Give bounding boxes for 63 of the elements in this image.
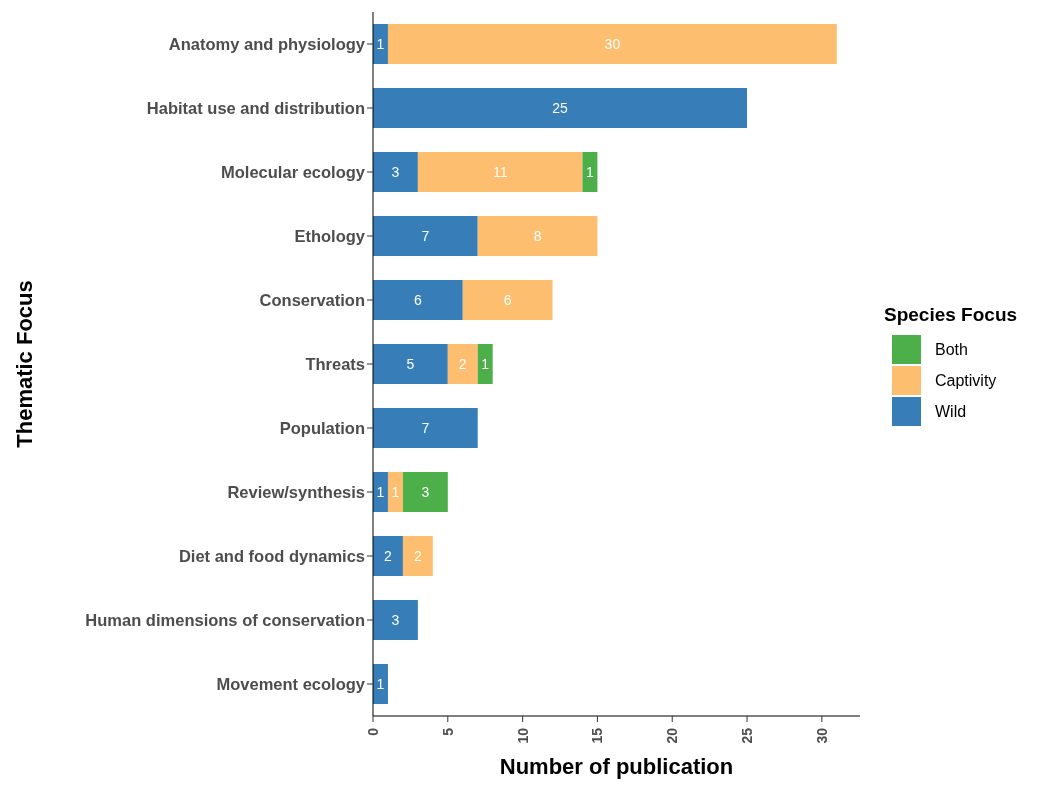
data-label: 1 xyxy=(376,35,385,52)
data-label: 3 xyxy=(391,611,400,628)
bar xyxy=(447,344,478,384)
y-tick-label: Diet and food dynamics xyxy=(178,546,365,565)
y-tick-label: Habitat use and distribution xyxy=(146,98,365,117)
data-label: 30 xyxy=(604,35,621,52)
x-axis-title: Number of publication xyxy=(499,754,734,779)
bar xyxy=(402,536,433,576)
y-axis-title: Thematic Focus xyxy=(11,280,37,448)
data-label: 2 xyxy=(384,547,393,564)
legend-label: Wild xyxy=(935,402,967,421)
bar xyxy=(582,152,598,192)
bar xyxy=(373,600,418,640)
data-label: 5 xyxy=(406,355,415,372)
data-label: 6 xyxy=(503,291,512,308)
y-tick-label: Review/synthesis xyxy=(227,482,365,501)
data-label: 6 xyxy=(413,291,422,308)
data-label: 7 xyxy=(421,227,430,244)
x-tick-label: 30 xyxy=(813,727,830,744)
data-label: 1 xyxy=(586,163,595,180)
x-tick-label: 0 xyxy=(365,727,381,736)
x-tick-label: 10 xyxy=(514,727,531,744)
legend-label: Both xyxy=(935,340,968,359)
bar xyxy=(387,472,403,512)
bar xyxy=(373,88,748,128)
legend-label: Captivity xyxy=(935,371,997,390)
y-tick-label: Ethology xyxy=(294,226,366,245)
data-label: 2 xyxy=(458,355,467,372)
legend-title: Species Focus xyxy=(884,304,1018,326)
bar xyxy=(373,280,463,320)
data-label: 7 xyxy=(421,419,430,436)
bar xyxy=(387,24,837,64)
bar xyxy=(417,152,583,192)
bar xyxy=(373,216,478,256)
y-tick-label: Molecular ecology xyxy=(221,162,366,181)
bar xyxy=(373,152,418,192)
bar xyxy=(373,344,448,384)
x-tick-label: 15 xyxy=(589,727,606,744)
x-tick-label: 25 xyxy=(739,727,756,744)
data-label: 25 xyxy=(552,99,569,116)
data-label: 1 xyxy=(376,483,385,500)
bar xyxy=(373,536,403,576)
y-tick-label: Population xyxy=(279,418,365,437)
data-label: 1 xyxy=(376,675,385,692)
data-label: 1 xyxy=(391,483,400,500)
y-tick-label: Conservation xyxy=(259,290,365,309)
y-tick-label: Movement ecology xyxy=(216,674,366,693)
data-label: 8 xyxy=(533,227,542,244)
data-label: 1 xyxy=(481,355,490,372)
y-tick-label: Anatomy and physiology xyxy=(168,34,366,53)
data-label: 3 xyxy=(391,163,400,180)
bar xyxy=(402,472,448,512)
bar xyxy=(477,216,598,256)
bar xyxy=(373,408,478,448)
y-tick-label: Threats xyxy=(305,354,365,373)
x-tick-label: 20 xyxy=(664,727,681,744)
data-label: 11 xyxy=(492,163,508,180)
x-tick-label: 5 xyxy=(439,727,456,736)
y-tick-label: Human dimensions of conservation xyxy=(85,610,365,629)
bar xyxy=(462,280,553,320)
data-label: 3 xyxy=(421,483,430,500)
data-label: 2 xyxy=(413,547,422,564)
bar xyxy=(477,344,493,384)
